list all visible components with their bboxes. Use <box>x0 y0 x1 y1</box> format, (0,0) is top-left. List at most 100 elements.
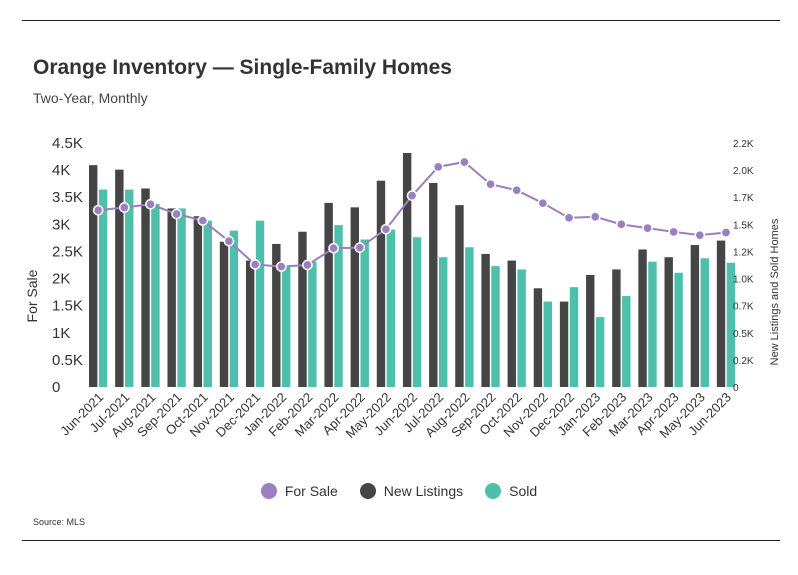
legend-label-new-listings: New Listings <box>383 483 464 499</box>
bar-sold <box>177 208 186 387</box>
sold-swatch <box>485 483 502 499</box>
for-sale-swatch <box>260 483 277 499</box>
point-for-sale <box>616 218 627 230</box>
bar-new-listings <box>89 165 98 387</box>
right-tick-label: 0.2K <box>733 356 754 367</box>
bar-sold <box>308 261 317 387</box>
bar-layer <box>89 152 736 387</box>
bar-sold <box>438 257 448 387</box>
chart-subtitle: Two-Year, Monthly <box>33 90 148 106</box>
bar-sold <box>700 258 709 387</box>
legend-item-new-listings: New Listings <box>359 483 464 499</box>
point-for-sale <box>432 161 444 173</box>
point-for-sale <box>380 223 392 235</box>
bar-sold <box>360 239 369 387</box>
bar-new-listings <box>350 207 359 387</box>
legend-label-sold: Sold <box>509 483 538 499</box>
point-for-sale <box>145 198 156 210</box>
bar-sold <box>517 269 526 387</box>
point-for-sale <box>171 208 182 220</box>
source-note: Source: MLS <box>33 517 86 527</box>
right-axis-ticks: 0 0.2K 0.5K 0.7K 1.0K 1.2K 1.5K 1.7K 2.0K 2.2K <box>733 139 754 394</box>
bar-sold <box>334 225 343 387</box>
legend: For Sale New Listings Sold <box>0 483 798 499</box>
left-tick-label: 1K <box>52 325 70 342</box>
chart-title: Orange Inventory — Single-Family Homes <box>33 56 452 79</box>
bar-new-listings <box>272 243 281 387</box>
point-for-sale <box>197 215 209 226</box>
left-tick-label: 3K <box>52 216 70 233</box>
point-for-sale <box>459 156 470 168</box>
left-axis-ticks: 0 0.5K 1K 1.5K 2K 2.5K 3K 3.5K 4K 4.5K <box>52 135 83 396</box>
left-axis-label: For Sale <box>24 269 40 322</box>
bar-new-listings <box>690 245 700 387</box>
bar-sold <box>674 272 683 387</box>
top-rule <box>22 20 780 21</box>
right-tick-label: 1.0K <box>733 275 754 286</box>
point-for-sale <box>511 184 523 196</box>
bar-sold <box>543 301 553 387</box>
left-tick-label: 4K <box>52 162 70 179</box>
bar-sold <box>412 237 422 387</box>
right-tick-label: 1.2K <box>733 247 754 258</box>
bar-sold <box>203 220 212 387</box>
left-tick-label: 4.5K <box>52 135 83 152</box>
right-tick-label: 0 <box>733 383 739 394</box>
bar-new-listings <box>586 274 595 387</box>
bar-sold <box>282 266 291 387</box>
point-for-sale <box>223 235 235 247</box>
point-for-sale <box>118 202 130 213</box>
point-for-sale <box>275 261 287 272</box>
right-tick-label: 1.5K <box>733 220 754 231</box>
right-tick-label: 0.7K <box>733 302 754 313</box>
bar-new-listings <box>559 301 569 387</box>
point-for-sale <box>563 212 575 224</box>
point-for-sale <box>589 211 601 223</box>
left-tick-label: 2.5K <box>52 243 83 260</box>
bar-sold <box>622 296 631 387</box>
bar-sold <box>151 204 160 387</box>
right-tick-label: 1.7K <box>733 193 754 204</box>
point-for-sale <box>354 242 366 253</box>
new-listings-swatch <box>359 483 376 499</box>
left-tick-label: 0.5K <box>52 352 83 369</box>
bar-new-listings <box>481 253 490 387</box>
right-tick-label: 0.5K <box>733 329 754 340</box>
bar-new-listings <box>664 257 673 387</box>
point-for-sale <box>328 242 339 254</box>
left-tick-label: 0 <box>52 379 60 396</box>
bar-sold <box>98 189 108 387</box>
bar-new-listings <box>376 180 386 387</box>
bar-sold <box>386 229 396 387</box>
point-for-sale <box>302 259 313 271</box>
line-layer <box>92 156 732 272</box>
bar-new-listings <box>612 269 621 387</box>
bar-new-listings <box>533 288 543 387</box>
point-for-sale <box>537 197 549 209</box>
point-for-sale <box>485 178 496 190</box>
legend-item-for-sale: For Sale <box>260 483 338 499</box>
right-axis-label: New Listings and Sold Homes <box>769 218 781 365</box>
bar-new-listings <box>219 241 229 387</box>
right-tick-label: 2.2K <box>733 139 754 150</box>
left-tick-label: 2K <box>52 271 70 288</box>
bar-sold <box>229 230 239 387</box>
bar-new-listings <box>324 202 333 387</box>
point-for-sale <box>406 190 418 201</box>
point-for-sale <box>642 222 653 234</box>
x-axis-ticks: Jun-2021Jul-2021Aug-2021Sep-2021Oct-2021… <box>57 390 734 441</box>
bar-sold <box>465 247 474 387</box>
bar-sold <box>569 287 579 387</box>
bar-sold <box>648 261 657 387</box>
bar-sold <box>255 220 265 387</box>
bar-new-listings <box>507 260 516 387</box>
bar-sold <box>125 189 134 387</box>
legend-item-sold: Sold <box>485 483 537 499</box>
point-for-sale <box>720 227 732 238</box>
left-tick-label: 3.5K <box>52 189 83 206</box>
bottom-rule <box>22 540 780 541</box>
line-for-sale <box>98 160 727 268</box>
bar-new-listings <box>298 231 307 387</box>
bar-new-listings <box>716 240 726 387</box>
